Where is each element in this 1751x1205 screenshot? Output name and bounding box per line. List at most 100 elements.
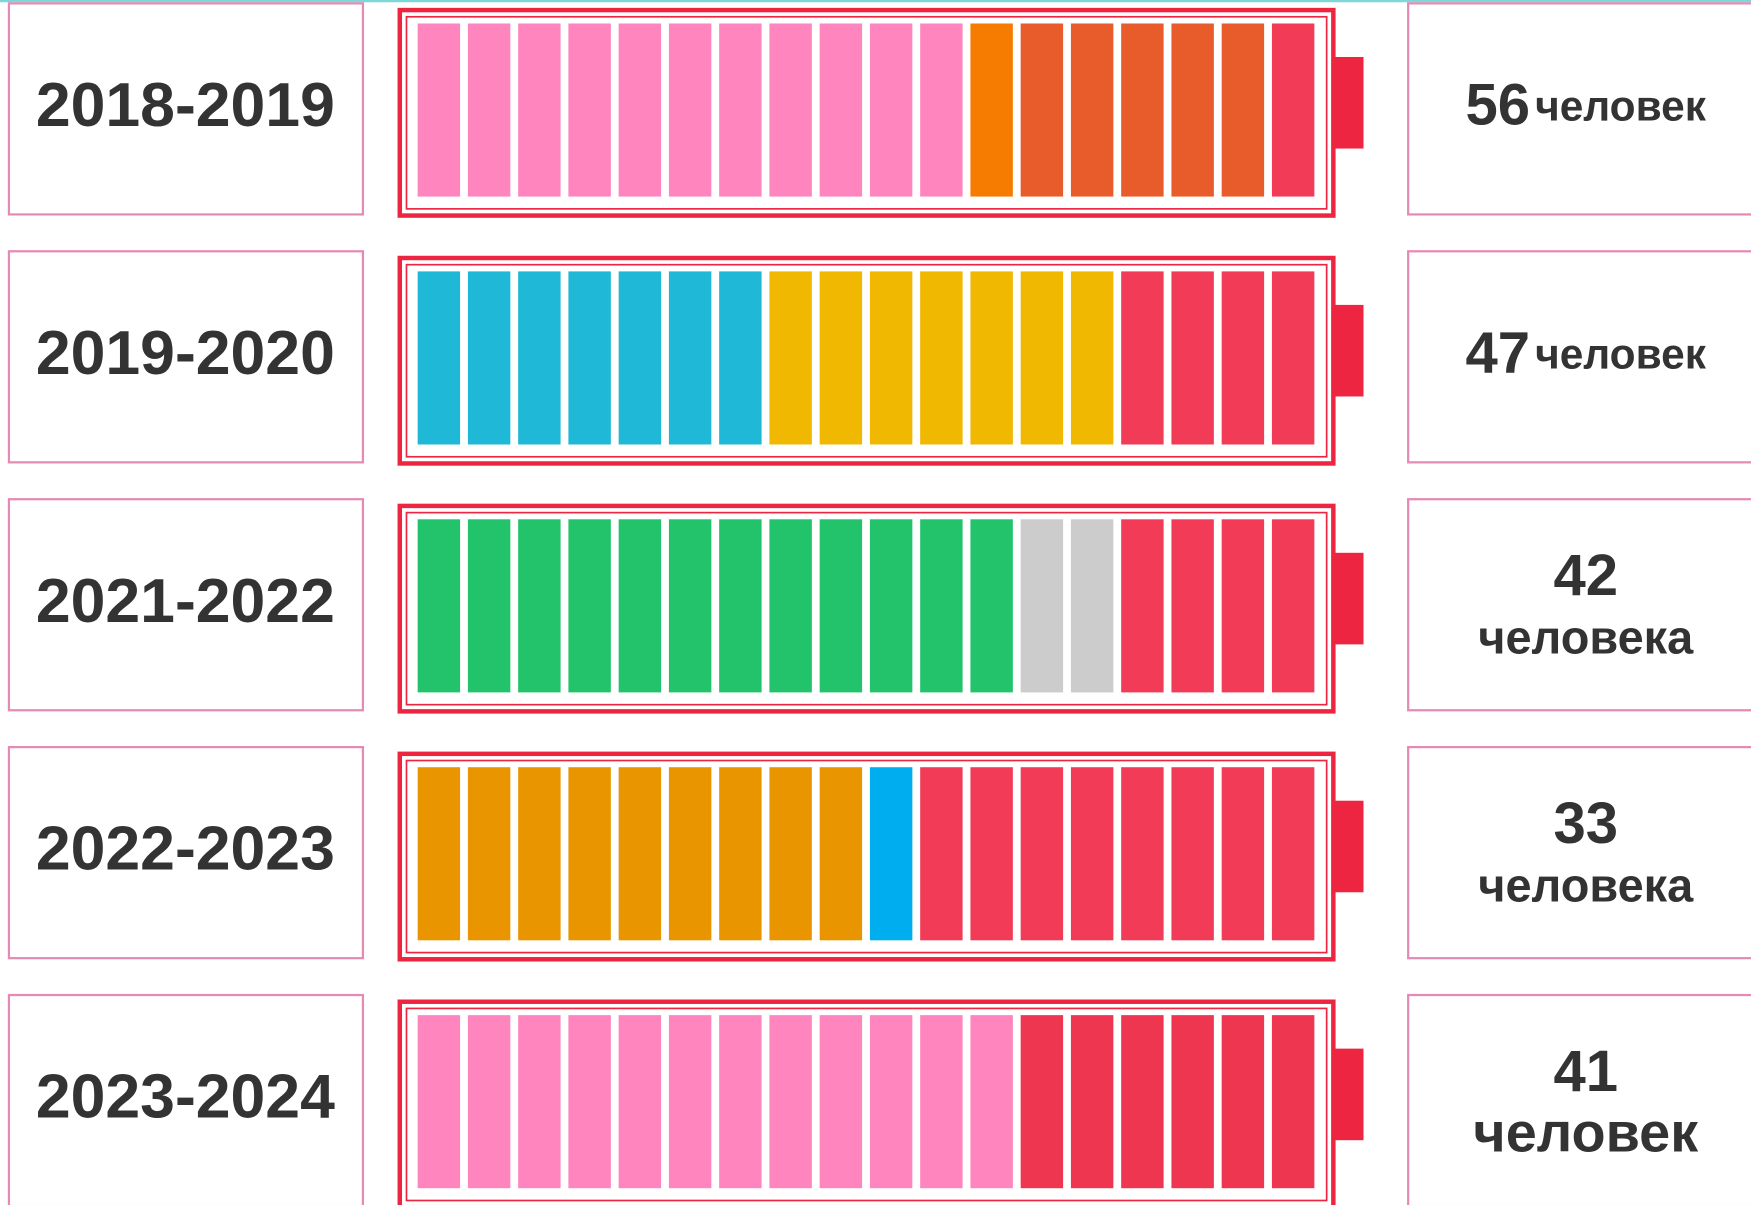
segment [1070, 23, 1114, 197]
segment [1070, 519, 1114, 693]
segment [819, 767, 863, 941]
segment [920, 271, 963, 445]
segment [1121, 23, 1164, 197]
segment [1171, 271, 1214, 445]
segment [869, 23, 913, 197]
battery-terminal [1333, 304, 1364, 397]
segment [719, 767, 762, 941]
segment [819, 519, 863, 693]
segment [568, 23, 611, 197]
segment [467, 519, 511, 693]
count-unit: человек [1473, 1101, 1698, 1164]
segment [1271, 23, 1315, 197]
year-box [7, 745, 365, 960]
segment [719, 519, 762, 693]
segment [1121, 767, 1164, 941]
segment [1171, 767, 1214, 941]
count-label: 56 человек [1466, 73, 1707, 138]
count-number: 33 [1553, 791, 1618, 856]
year-label: 2018-2019 [36, 70, 335, 140]
segment [769, 23, 812, 197]
count-box [1407, 498, 1751, 712]
segment [819, 271, 863, 445]
segment [668, 519, 712, 693]
segment [970, 1015, 1013, 1189]
segment [1121, 271, 1164, 445]
segment [719, 23, 762, 197]
year-box [7, 498, 365, 712]
segment [1020, 519, 1064, 693]
segment [668, 767, 712, 941]
segment [1020, 767, 1064, 941]
year-box [7, 250, 365, 464]
segment [920, 23, 963, 197]
battery-terminal [1333, 56, 1364, 149]
segment [970, 23, 1013, 197]
segment [920, 519, 963, 693]
year-box [7, 993, 365, 1205]
segment [1171, 23, 1214, 197]
segment [970, 271, 1013, 445]
segment [970, 767, 1013, 941]
segment [819, 1015, 863, 1189]
count-label: 47 человек [1466, 321, 1707, 386]
segment [568, 271, 611, 445]
segment [467, 23, 511, 197]
segment [1070, 271, 1114, 445]
segment [1020, 23, 1064, 197]
count-number: 41 [1553, 1039, 1618, 1104]
segment [1070, 1015, 1114, 1189]
segment [1020, 271, 1064, 445]
segment [1121, 519, 1164, 693]
segment [618, 519, 662, 693]
battery-terminal [1333, 552, 1364, 645]
year-label: 2021-2022 [36, 566, 335, 636]
segment [1271, 271, 1315, 445]
segment [518, 767, 561, 941]
segment [417, 519, 461, 693]
segment [1121, 1015, 1164, 1189]
segment [819, 23, 863, 197]
count-box [1407, 745, 1751, 960]
battery-terminal [1333, 800, 1364, 893]
count-unit: человека [1478, 611, 1694, 663]
segment [417, 767, 461, 941]
segment [1171, 1015, 1214, 1189]
segment [518, 1015, 561, 1189]
segment [668, 1015, 712, 1189]
year-label: 2022-2023 [36, 814, 335, 884]
segment [1221, 271, 1265, 445]
count-unit: человек [1535, 331, 1707, 378]
battery-inner [405, 263, 1328, 458]
segment [869, 271, 913, 445]
segment [417, 23, 461, 197]
segment [1171, 519, 1214, 693]
count-number: 42 [1553, 543, 1618, 608]
battery-inner [405, 1007, 1328, 1202]
segment [769, 1015, 812, 1189]
segment [467, 1015, 511, 1189]
count-number: 47 [1466, 321, 1531, 386]
segment [1221, 23, 1265, 197]
segment [668, 23, 712, 197]
segment [769, 519, 812, 693]
segment [719, 1015, 762, 1189]
segment [618, 23, 662, 197]
segment [417, 271, 461, 445]
segment [518, 271, 561, 445]
segment [1070, 767, 1114, 941]
segment [1221, 1015, 1265, 1189]
segment [568, 767, 611, 941]
segment [1271, 767, 1315, 941]
segment [869, 767, 913, 941]
segment [920, 1015, 963, 1189]
segment [668, 271, 712, 445]
count-unit: человека [1478, 859, 1694, 911]
segment [769, 767, 812, 941]
count-number: 56 [1466, 73, 1531, 138]
segment [618, 271, 662, 445]
segment [417, 1015, 461, 1189]
count-unit: человек [1535, 83, 1707, 130]
